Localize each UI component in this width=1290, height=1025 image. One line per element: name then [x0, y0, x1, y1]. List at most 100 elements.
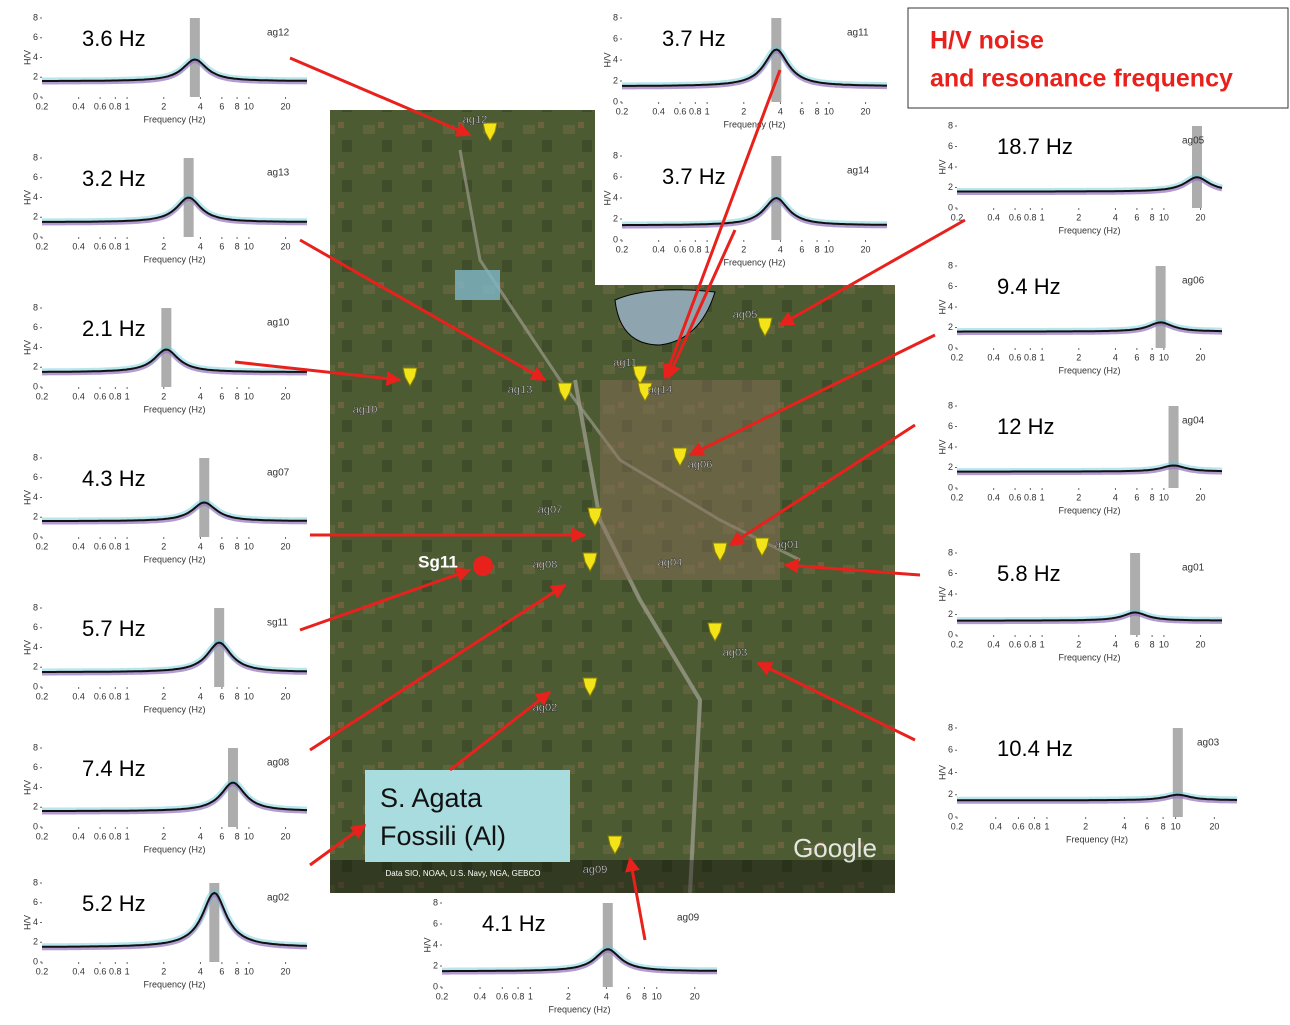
station-name: ag03	[723, 647, 747, 659]
road	[573, 379, 703, 894]
station-name: ag11	[613, 357, 637, 369]
station-label: sg11	[267, 618, 288, 629]
x-tick-label: 4	[198, 241, 203, 251]
hv-plot: 0 2 4 6 8 0.2 0.4 0.6 0.8 1 2 4 6 8 10 20 Frequency (Hz)…	[20, 450, 315, 575]
hv-mean	[42, 58, 307, 82]
x-tick-label: 1	[528, 991, 533, 1001]
plot-background	[20, 875, 315, 1000]
hv-plot: 0 2 4 6 8 0.2 0.4 0.6 0.8 1 2 4 6 8 10 20 Frequency (Hz)…	[420, 895, 725, 1025]
x-tick-label: 4	[198, 966, 203, 976]
x-tick-label: 0.6	[1009, 492, 1022, 502]
x-axis-label: Frequency (Hz)	[143, 979, 205, 989]
hv-spread	[957, 613, 1222, 625]
plot-background	[20, 150, 315, 275]
y-axis-label: H/V	[422, 937, 432, 952]
plot-background	[20, 600, 315, 725]
hv-spread	[42, 783, 307, 815]
x-tick-label: 6	[219, 831, 224, 841]
x-tick-label: 8	[235, 241, 240, 251]
y-tick-label: 6	[948, 141, 953, 151]
y-axis-label: H/V	[22, 340, 32, 355]
resonance-label: 9.4 Hz	[997, 274, 1061, 299]
x-tick-label: 6	[219, 691, 224, 701]
x-tick-label: 1	[125, 241, 130, 251]
x-tick-label: 1	[125, 541, 130, 551]
x-tick-label: 1	[125, 391, 130, 401]
y-tick-label: 8	[33, 12, 38, 22]
x-tick-label: 4	[604, 991, 609, 1001]
x-tick-label: 6	[1134, 212, 1139, 222]
pool	[455, 270, 500, 300]
x-tick-label: 1	[1040, 212, 1045, 222]
arrow	[299, 567, 472, 632]
x-tick-label: 0.4	[72, 691, 85, 701]
x-tick-label: 2	[161, 966, 166, 976]
resonance-label: 2.1 Hz	[82, 316, 146, 341]
y-tick-label: 8	[948, 400, 953, 410]
station-name: ag05	[733, 309, 757, 321]
hv-plot: 0 2 4 6 8 0.2 0.4 0.6 0.8 1 2 4 6 8 10 20 Frequency (Hz)…	[20, 10, 315, 135]
x-tick-label: 0.6	[94, 541, 107, 551]
x-tick-label: 20	[281, 966, 291, 976]
y-tick-label: 0	[948, 629, 953, 639]
x-tick-label: 0.8	[689, 244, 702, 254]
y-tick-label: 0	[948, 202, 953, 212]
x-tick-label: 10	[1159, 352, 1169, 362]
y-tick-label: 2	[948, 322, 953, 332]
x-tick-label: 4	[1113, 639, 1118, 649]
y-tick-label: 4	[433, 939, 438, 949]
x-axis-label: Frequency (Hz)	[143, 404, 205, 414]
peak-band	[771, 18, 782, 102]
arrow	[666, 229, 737, 380]
x-tick-label: 0.6	[94, 101, 107, 111]
x-tick-label: 6	[219, 241, 224, 251]
y-tick-label: 8	[948, 260, 953, 270]
hv-spread	[622, 198, 887, 229]
x-tick-label: 8	[815, 106, 820, 116]
station-label: ag12	[267, 28, 290, 39]
station-label: ag14	[847, 166, 870, 177]
map-credits: Data SIO, NOAA, U.S. Navy, NGA, GEBCO	[386, 869, 541, 878]
x-tick-label: 6	[1134, 639, 1139, 649]
arrow	[662, 69, 782, 380]
x-tick-label: 0.2	[951, 821, 964, 831]
station-pin	[754, 537, 770, 558]
y-tick-label: 4	[33, 642, 38, 652]
y-tick-label: 6	[948, 745, 953, 755]
x-tick-label: 0.6	[1012, 821, 1025, 831]
x-tick-label: 0.8	[1024, 352, 1037, 362]
x-tick-label: 0.2	[951, 352, 964, 362]
y-tick-label: 2	[33, 512, 38, 522]
y-tick-label: 0	[33, 381, 38, 391]
y-tick-label: 2	[33, 72, 38, 82]
x-tick-label: 0.8	[689, 106, 702, 116]
peak-band	[161, 308, 172, 387]
x-tick-label: 2	[161, 241, 166, 251]
watermark: Google	[793, 833, 877, 863]
x-tick-label: 0.2	[36, 831, 49, 841]
x-tick-label: 8	[235, 391, 240, 401]
arrow	[783, 558, 921, 577]
station-label: ag05	[1182, 136, 1205, 147]
x-tick-label: 0.6	[674, 244, 687, 254]
x-tick-label: 2	[741, 244, 746, 254]
x-axis-label: Frequency (Hz)	[143, 254, 205, 264]
x-tick-label: 8	[1161, 821, 1166, 831]
station-label: ag08	[267, 758, 290, 769]
x-tick-label: 20	[1196, 492, 1206, 502]
plot-background	[600, 148, 895, 278]
y-tick-label: 4	[613, 192, 618, 202]
place-name: Fossili (Al)	[380, 821, 506, 851]
peak-band	[214, 608, 225, 687]
y-tick-label: 8	[613, 150, 618, 160]
arrow	[728, 423, 916, 547]
x-tick-label: 0.8	[1028, 821, 1041, 831]
hv-plot: 0 2 4 6 8 0.2 0.4 0.6 0.8 1 2 4 6 8 10 20 Frequency (Hz)…	[600, 10, 895, 140]
x-tick-label: 4	[198, 101, 203, 111]
x-tick-label: 6	[626, 991, 631, 1001]
x-tick-label: 0.2	[951, 639, 964, 649]
x-tick-label: 0.4	[987, 492, 1000, 502]
x-tick-label: 8	[235, 101, 240, 111]
x-tick-label: 0.8	[1024, 212, 1037, 222]
